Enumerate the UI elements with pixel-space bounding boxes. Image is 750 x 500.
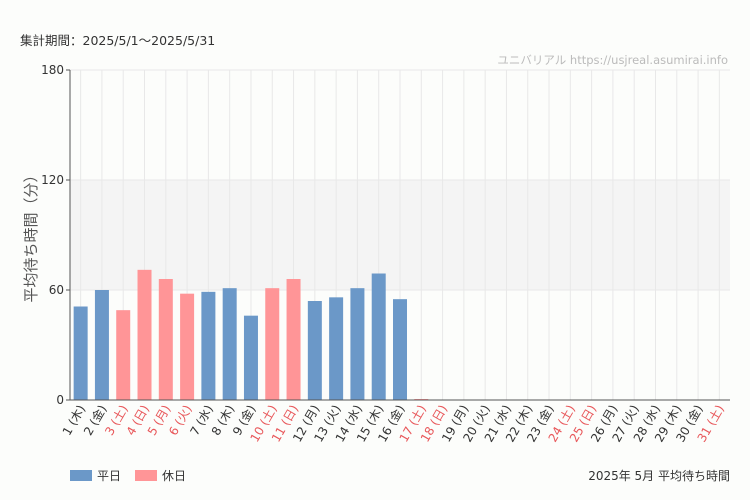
bar-day-11	[286, 279, 301, 400]
y-tick-label: 180	[41, 63, 64, 77]
bar-day-15	[371, 273, 386, 400]
period-label: 集計期間：2025/5/1～2025/5/31	[20, 33, 216, 48]
bar-day-6	[180, 293, 195, 400]
y-axis-label: 平均待ち時間（分）	[22, 167, 40, 302]
legend-holiday: 休日	[135, 467, 186, 484]
bar-day-2	[94, 290, 109, 400]
y-tick-label: 60	[49, 283, 64, 297]
y-tick-label: 0	[56, 393, 64, 407]
bar-day-14	[350, 288, 365, 400]
bar-day-10	[265, 288, 280, 400]
legend-holiday-label: 休日	[162, 469, 187, 483]
bar-day-16	[393, 299, 407, 400]
bar-day-5	[158, 279, 173, 400]
bar-day-13	[329, 297, 344, 400]
bar-day-8	[222, 288, 237, 400]
bar-day-4	[137, 269, 152, 400]
chart-footer-title: 2025年 5月 平均待ち時間	[588, 469, 730, 483]
legend-weekday-swatch	[70, 470, 92, 481]
site-watermark: ユニバリアル https://usjreal.asumirai.info	[497, 53, 728, 67]
bar-day-7	[201, 291, 216, 400]
y-tick-label: 120	[41, 173, 64, 187]
bar-day-3	[116, 310, 131, 400]
legend-weekday-label: 平日	[97, 469, 122, 483]
bar-day-1	[73, 306, 88, 400]
legend-holiday-swatch	[135, 470, 157, 481]
bar-day-9	[243, 315, 258, 400]
legend-weekday: 平日	[70, 467, 121, 484]
bar-day-12	[307, 301, 322, 400]
